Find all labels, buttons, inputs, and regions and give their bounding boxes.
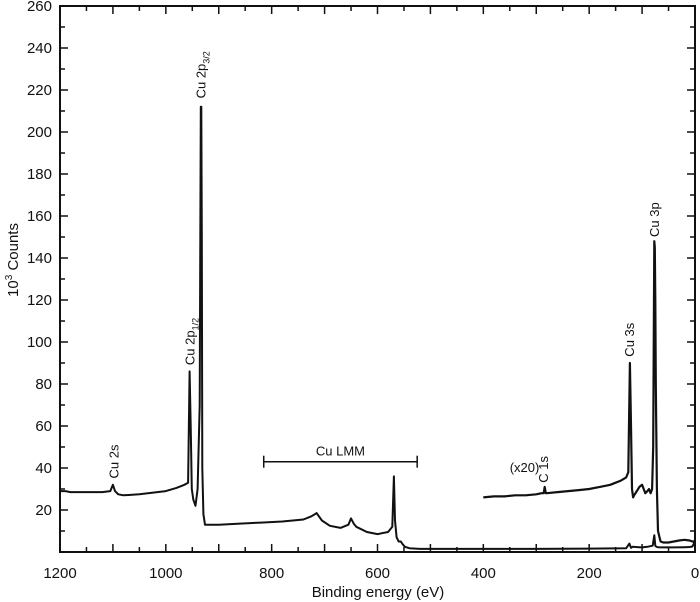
peak-label: Cu 2s	[107, 444, 122, 478]
x-axis-title: Binding energy (eV)	[312, 584, 445, 601]
y-axis-title-rest: Counts	[5, 223, 22, 275]
peak-label: Cu 3p	[647, 202, 662, 237]
y-axis-title-exponent: 3	[4, 274, 15, 280]
peak-label-subscript: 1/2	[191, 318, 201, 331]
survey-spectrum-line	[60, 105, 696, 550]
y-tick-label: 80	[35, 376, 52, 393]
x-tick-label: 200	[577, 565, 602, 582]
x-tick-label: 0	[691, 565, 699, 582]
x-tick-labels: 1200 1000 800 600 400 200 0	[43, 565, 699, 582]
y-tick-label: 160	[27, 208, 52, 225]
x-tick-label: 1200	[43, 565, 76, 582]
y-tick-label: 260	[27, 0, 52, 15]
cu-lmm-label: Cu LMM	[316, 444, 365, 459]
y-tick-label: 180	[27, 166, 52, 183]
y-tick-label: 140	[27, 250, 52, 267]
peak-label: Cu 2p3/2	[193, 51, 211, 98]
axis-ticks	[59, 5, 696, 553]
x-tick-label: 1000	[149, 565, 182, 582]
x-tick-label: 600	[365, 565, 390, 582]
x-tick-label: 400	[471, 565, 496, 582]
y-axis-title-base: 10	[5, 280, 22, 297]
peak-label-base: Cu 2p	[193, 64, 208, 99]
y-tick-label: 40	[35, 460, 52, 477]
y-tick-label: 220	[27, 82, 52, 99]
x-tick-label: 800	[259, 565, 284, 582]
y-tick-labels: 20 40 60 80 100 120 140 160 180 200 220 240 260	[27, 0, 52, 519]
y-tick-label: 100	[27, 334, 52, 351]
y-tick-label: 60	[35, 418, 52, 435]
y-tick-label: 20	[35, 502, 52, 519]
y-tick-label: 120	[27, 292, 52, 309]
y-tick-label: 240	[27, 40, 52, 57]
scale-factor-label: (x20)	[510, 460, 540, 475]
peak-label: C 1s	[536, 455, 551, 482]
plot-frame	[59, 5, 696, 553]
y-axis-title: 103 Counts	[4, 223, 22, 297]
peak-label-subscript: 3/2	[201, 51, 211, 64]
x20-spectrum-line	[483, 240, 694, 544]
plot-border	[59, 5, 696, 553]
peak-label-base: Cu 2p	[183, 330, 198, 365]
spectrum-series	[60, 105, 696, 550]
y-tick-label: 200	[27, 124, 52, 141]
peak-label: Cu 3s	[622, 322, 637, 356]
peak-label: Cu 2p1/2	[183, 318, 201, 365]
